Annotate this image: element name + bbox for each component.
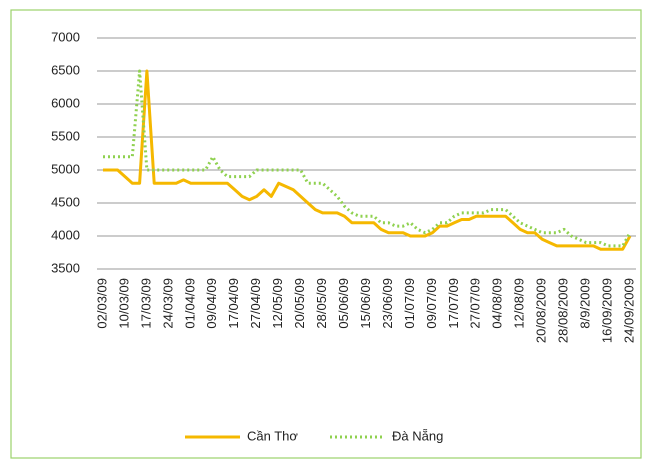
y-tick-label: 6500 xyxy=(51,62,80,77)
x-tick-label: 16/09/2009 xyxy=(599,278,614,343)
x-tick-label: 24/03/09 xyxy=(160,278,175,329)
x-tick-label: 23/06/09 xyxy=(380,278,395,329)
y-tick-label: 4000 xyxy=(51,227,80,242)
x-tick-label: 27/04/09 xyxy=(248,278,263,329)
y-tick-label: 5500 xyxy=(51,128,80,143)
y-tick-label: 6000 xyxy=(51,95,80,110)
x-tick-label: 01/07/09 xyxy=(402,278,417,329)
legend-label: Cần Thơ xyxy=(247,428,298,443)
x-tick-label: 28/08/2009 xyxy=(556,278,571,343)
x-tick-label: 10/03/09 xyxy=(116,278,131,329)
x-tick-label: 28/05/09 xyxy=(314,278,329,329)
x-tick-label: 24/09/2009 xyxy=(621,278,636,343)
x-tick-label: 02/03/09 xyxy=(94,278,109,329)
series-line xyxy=(103,69,632,248)
y-tick-label: 5000 xyxy=(51,161,80,176)
series-line xyxy=(103,69,632,251)
x-tick-label: 27/07/09 xyxy=(468,278,483,329)
x-tick-label: 09/04/09 xyxy=(204,278,219,329)
x-tick-label: 17/04/09 xyxy=(226,278,241,329)
x-tick-label: 17/07/09 xyxy=(446,278,461,329)
x-tick-label: 15/06/09 xyxy=(358,278,373,329)
x-tick-label: 04/08/09 xyxy=(490,278,505,329)
x-tick-label: 09/07/09 xyxy=(424,278,439,329)
x-tick-label: 12/05/09 xyxy=(270,278,285,329)
y-tick-label: 4500 xyxy=(51,194,80,209)
x-tick-label: 17/03/09 xyxy=(138,278,153,329)
x-tick-label: 20/08/2009 xyxy=(534,278,549,343)
x-tick-label: 8/9/2009 xyxy=(578,278,593,329)
x-tick-label: 20/05/09 xyxy=(292,278,307,329)
legend-label: Đà Nẵng xyxy=(392,428,443,443)
y-tick-label: 3500 xyxy=(51,260,80,275)
chart-frame xyxy=(10,9,642,459)
x-tick-label: 05/06/09 xyxy=(336,278,351,329)
x-tick-label: 12/08/09 xyxy=(512,278,527,329)
y-tick-label: 7000 xyxy=(51,29,80,44)
x-tick-label: 01/04/09 xyxy=(182,278,197,329)
